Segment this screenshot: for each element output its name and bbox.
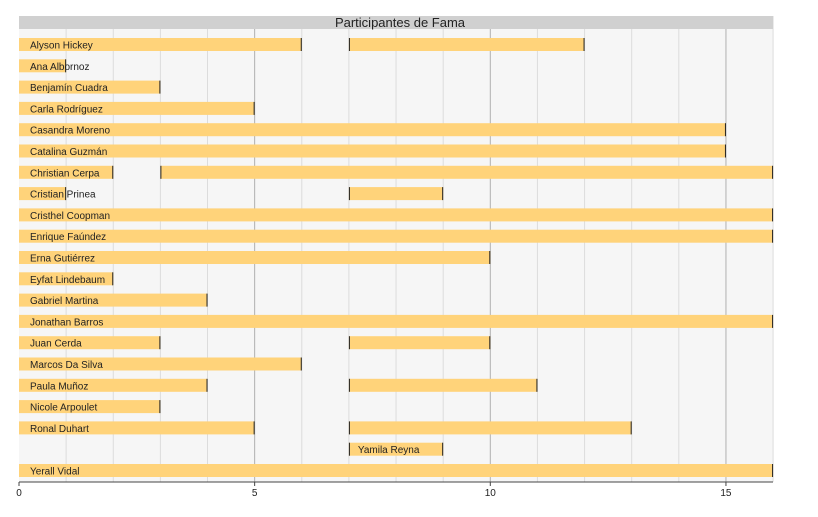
bar-segment xyxy=(19,123,726,137)
bar-segment xyxy=(19,421,255,435)
bar-label: Carla Rodríguez xyxy=(30,104,103,115)
bar-segment xyxy=(19,464,774,477)
x-axis: 0 5 10 15 xyxy=(16,481,773,499)
bar-segment xyxy=(19,251,491,264)
bars-layer: Alyson Hickey Ana Albornoz Benjamín Cuadra… xyxy=(19,38,774,478)
bar-segment xyxy=(19,59,67,73)
bar-label: Alyson Hickey xyxy=(30,41,93,52)
bar-segment xyxy=(19,378,208,392)
bar-label: Paula Muñoz xyxy=(30,381,88,392)
x-tick-label: 0 xyxy=(16,488,22,499)
bar-segment xyxy=(160,165,774,179)
bar-label: Casandra Moreno xyxy=(30,126,110,137)
bar-label: Yerall Vidal xyxy=(30,467,79,478)
bar-segment xyxy=(19,165,114,179)
bar-segment xyxy=(19,144,726,158)
bar-segment xyxy=(19,229,774,243)
bar-segment xyxy=(348,442,444,456)
bar-segment xyxy=(348,378,538,392)
bar-label: Marcos Da Silva xyxy=(30,360,103,371)
bar-segment xyxy=(19,101,255,115)
bar-label: Ana Albornoz xyxy=(30,62,90,73)
x-tick-label: 5 xyxy=(252,488,258,499)
bar-segment xyxy=(19,293,208,307)
bar-segment xyxy=(19,314,774,328)
bar-label: Erna Gutiérrez xyxy=(30,254,95,265)
bar-label: Gabriel Martina xyxy=(30,296,99,307)
bar-label: Eyfat Lindebaum xyxy=(30,275,105,286)
x-tick-label: 10 xyxy=(485,488,497,499)
bar-segment xyxy=(19,357,302,371)
bar-segment xyxy=(348,336,491,350)
bar-segment xyxy=(19,400,161,414)
grid-lines xyxy=(65,16,774,482)
bar-label: Catalina Guzmán xyxy=(30,147,107,158)
bar-label: Jonathan Barros xyxy=(30,317,103,328)
bar-label: Benjamín Cuadra xyxy=(30,83,108,94)
bar-label: Cristhel Coopman xyxy=(30,211,110,222)
bar-label: Yamila Reyna xyxy=(358,445,420,456)
bar-label: Enrique Faúndez xyxy=(30,232,106,243)
bar-segment xyxy=(19,272,114,286)
bar-segment xyxy=(348,421,632,435)
bar-segment xyxy=(19,38,302,51)
x-tick-label: 15 xyxy=(720,488,732,499)
title-bar xyxy=(19,16,773,29)
bar-segment xyxy=(19,187,67,201)
bar-segment xyxy=(348,38,585,51)
bar-label: Juan Cerda xyxy=(30,339,82,350)
bar-label: Nicole Arpoulet xyxy=(30,403,97,414)
chart-title: Participantes de Fama xyxy=(335,15,466,30)
bar-segment xyxy=(19,336,161,350)
bar-segment xyxy=(348,187,444,201)
bar-label: Cristian Prinea xyxy=(30,190,96,201)
bar-segment xyxy=(19,80,161,94)
bar-label: Christian Cerpa xyxy=(30,168,100,179)
bar-segment xyxy=(19,208,774,222)
bar-label: Ronal Duhart xyxy=(30,424,89,435)
